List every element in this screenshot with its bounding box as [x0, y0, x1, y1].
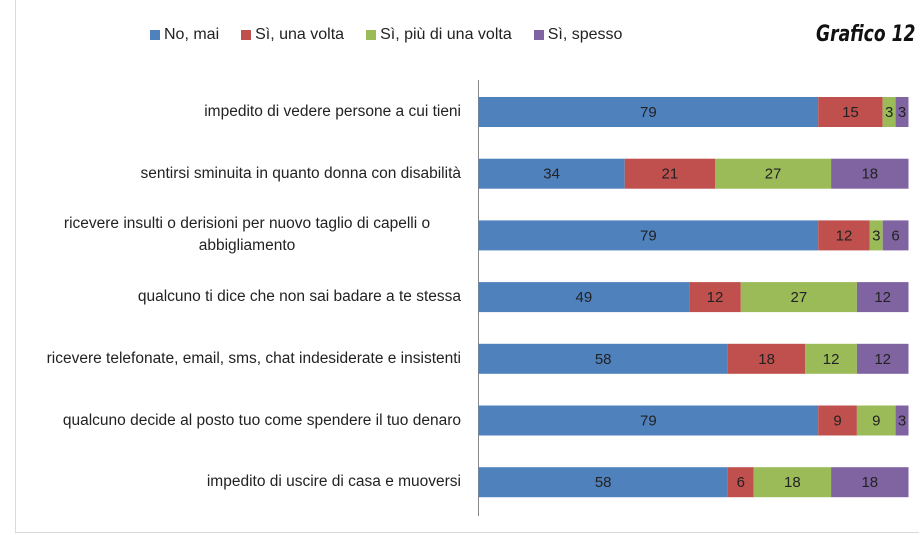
- category-label: ricevere telefonate, email, sms, chat in…: [21, 329, 461, 389]
- chart-title: Grafico 12: [815, 22, 915, 47]
- category-label: ricevere insulti o derisioni per nuovo t…: [21, 205, 461, 265]
- legend-label: No, mai: [164, 26, 220, 43]
- data-label: 9: [833, 412, 841, 429]
- bar-segment: [624, 158, 715, 189]
- legend-item: Sì, una volta: [241, 26, 344, 44]
- legend-item: No, mai: [150, 26, 219, 44]
- legend-item: Sì, più di una volta: [366, 26, 512, 44]
- data-label: 3: [885, 104, 893, 121]
- bar-segment: [740, 282, 857, 313]
- bar-segment: [478, 343, 728, 374]
- data-label: 3: [898, 104, 906, 121]
- bar-segment: [478, 405, 819, 436]
- category-text: impedito di vedere persone a cui tieni: [204, 103, 461, 120]
- legend-swatch: [241, 30, 252, 40]
- data-label: 3: [898, 412, 906, 429]
- data-label: 6: [737, 474, 745, 491]
- data-label: 79: [640, 104, 657, 121]
- bar-segment: [753, 467, 832, 498]
- legend: No, mai Sì, una volta Sì, più di una volta…: [150, 26, 622, 44]
- data-label: 34: [543, 166, 560, 183]
- data-label: 58: [595, 474, 612, 491]
- bar-segment: [478, 282, 690, 313]
- bar-segment: [805, 343, 857, 374]
- data-label: 18: [861, 474, 878, 491]
- frame: [15, 0, 919, 533]
- data-label: 3: [872, 227, 880, 244]
- data-label: 18: [758, 351, 775, 368]
- data-label: 12: [707, 289, 724, 306]
- bar-segment: [478, 467, 728, 498]
- data-label: 79: [640, 412, 657, 429]
- category-label: impedito di uscire di casa e muoversi: [21, 452, 461, 512]
- bar-segment: [856, 282, 909, 313]
- bar-segment: [831, 467, 909, 498]
- bar-segment: [856, 405, 896, 436]
- data-label: 27: [765, 166, 782, 183]
- data-label: 18: [861, 166, 878, 183]
- data-label: 6: [891, 227, 899, 244]
- data-label: 15: [842, 104, 859, 121]
- bar-segment: [882, 220, 909, 251]
- bar-segment: [818, 405, 857, 436]
- bar-segment: [882, 97, 896, 127]
- category-text: sentirsi sminuita in quanto donna con di…: [140, 164, 461, 182]
- category-text: qualcuno ti dice che non sai badare a te…: [137, 288, 461, 306]
- bar-segment: [818, 97, 883, 127]
- bar-segment: [478, 97, 819, 127]
- data-label: 49: [576, 289, 593, 306]
- bar-segment: [727, 467, 754, 498]
- bar-segment: [895, 405, 909, 436]
- data-label: 79: [640, 227, 657, 244]
- legend-label: Sì, una volta: [255, 26, 345, 43]
- category-label: qualcuno decide al posto tuo come spende…: [21, 391, 461, 451]
- bar-segment: [831, 158, 909, 189]
- bar-segment: [715, 158, 832, 189]
- category-text: qualcuno decide al posto tuo come spende…: [62, 411, 461, 429]
- legend-swatch: [366, 30, 377, 40]
- data-label: 18: [784, 474, 801, 491]
- category-text: ricevere telefonate, email, sms, chat in…: [46, 349, 461, 367]
- category-label: qualcuno ti dice che non sai badare a te…: [21, 267, 461, 327]
- bar-segment: [818, 220, 870, 251]
- category-text: ricevere insulti o derisioni per nuovo t…: [63, 215, 431, 255]
- legend-label: Sì, spesso: [547, 26, 623, 43]
- bar-segment: [895, 97, 909, 127]
- bar-segment: [856, 343, 909, 374]
- data-label: 21: [662, 166, 679, 183]
- data-label: 12: [874, 351, 891, 368]
- category-label: impedito di vedere persone a cui tieni: [21, 82, 461, 142]
- data-label: 58: [595, 351, 612, 368]
- legend-swatch: [533, 30, 544, 40]
- data-label: 27: [791, 289, 808, 306]
- bar-segment: [869, 220, 883, 251]
- data-label: 12: [836, 227, 853, 244]
- bar-segment: [478, 158, 625, 189]
- category-label: sentirsi sminuita in quanto donna con di…: [21, 144, 461, 204]
- category-text: impedito di uscire di casa e muoversi: [206, 473, 461, 491]
- legend-swatch: [150, 30, 160, 40]
- data-label: 9: [872, 412, 880, 429]
- bar-segment: [727, 343, 806, 374]
- bar-segment: [689, 282, 741, 313]
- data-label: 12: [874, 289, 891, 306]
- bar-segment: [478, 220, 819, 251]
- legend-label: Sì, più di una volta: [380, 26, 512, 43]
- legend-item: Sì, spesso: [533, 26, 623, 44]
- data-label: 12: [823, 351, 840, 368]
